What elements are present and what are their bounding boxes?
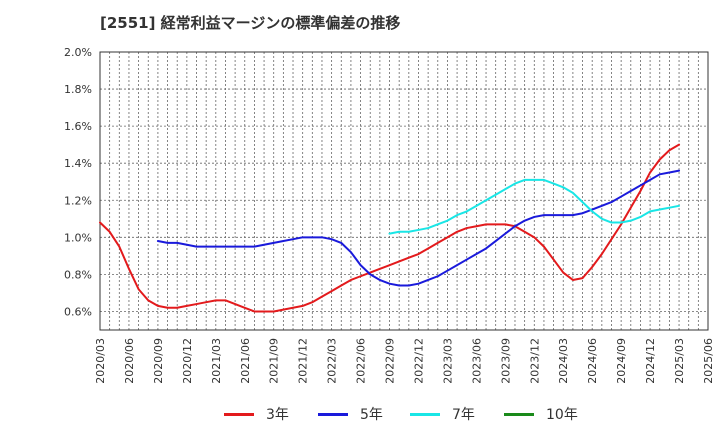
x-tick-label: 2024/03 (557, 338, 570, 384)
y-tick-label: 1.4% (64, 157, 92, 170)
x-tick-label: 2022/12 (412, 338, 425, 384)
x-tick-label: 2025/06 (702, 338, 715, 384)
x-tick-label: 2023/06 (470, 338, 483, 384)
grid-lines (100, 52, 708, 330)
legend: 3年 5年 7年 10年 (0, 402, 720, 426)
x-tick-label: 2023/12 (528, 338, 541, 384)
x-tick-label: 2022/09 (384, 338, 397, 384)
x-axis-ticks: 2020/03 2020/06 2020/09 2020/12 2021/03 2021/… (94, 338, 715, 384)
series-line-0 (99, 143, 681, 313)
y-tick-label: 0.8% (64, 268, 92, 281)
x-tick-label: 2021/09 (268, 338, 281, 384)
x-tick-label: 2022/03 (326, 338, 339, 384)
x-tick-label: 2020/09 (152, 338, 165, 384)
legend-label: 10年 (546, 407, 578, 423)
x-tick-label: 2024/06 (586, 338, 599, 384)
legend-label: 7年 (452, 407, 475, 423)
x-tick-label: 2023/09 (499, 338, 512, 384)
x-tick-label: 2020/06 (123, 338, 136, 384)
x-tick-label: 2022/06 (355, 338, 368, 384)
x-tick-label: 2021/06 (239, 338, 252, 384)
legend-swatch (504, 412, 534, 416)
legend-item: 5年 (318, 402, 383, 426)
x-tick-label: 2024/09 (615, 338, 628, 384)
legend-item: 3年 (224, 402, 289, 426)
y-tick-label: 1.8% (64, 83, 92, 96)
x-tick-label: 2024/12 (644, 338, 657, 384)
legend-label: 5年 (360, 407, 383, 423)
y-axis-ticks: 0.6% 0.8% 1.0% 1.2% 1.4% 1.6% 1.8% 2.0% (64, 46, 92, 318)
x-tick-label: 2020/03 (94, 338, 107, 384)
legend-swatch (410, 412, 440, 416)
y-tick-label: 1.2% (64, 194, 92, 207)
y-tick-label: 1.6% (64, 120, 92, 133)
plot-area (100, 52, 708, 330)
x-tick-label: 2023/03 (441, 338, 454, 384)
legend-swatch (318, 412, 348, 416)
x-tick-label: 2025/03 (673, 338, 686, 384)
legend-item: 10年 (504, 402, 578, 426)
y-tick-label: 0.6% (64, 305, 92, 318)
series-line-2 (388, 178, 681, 235)
legend-swatch (224, 412, 254, 416)
x-tick-label: 2021/12 (297, 338, 310, 384)
y-tick-label: 1.0% (64, 231, 92, 244)
x-tick-label: 2021/03 (210, 338, 223, 384)
legend-label: 3年 (266, 407, 289, 423)
x-tick-label: 2020/12 (181, 338, 194, 384)
series-lines (99, 143, 681, 313)
legend-item: 7年 (410, 402, 475, 426)
chart-title: [2551] 経常利益マージンの標準偏差の推移 (100, 14, 401, 32)
series-line-1 (156, 169, 681, 287)
y-tick-label: 2.0% (64, 46, 92, 59)
plot-border (99, 51, 709, 331)
